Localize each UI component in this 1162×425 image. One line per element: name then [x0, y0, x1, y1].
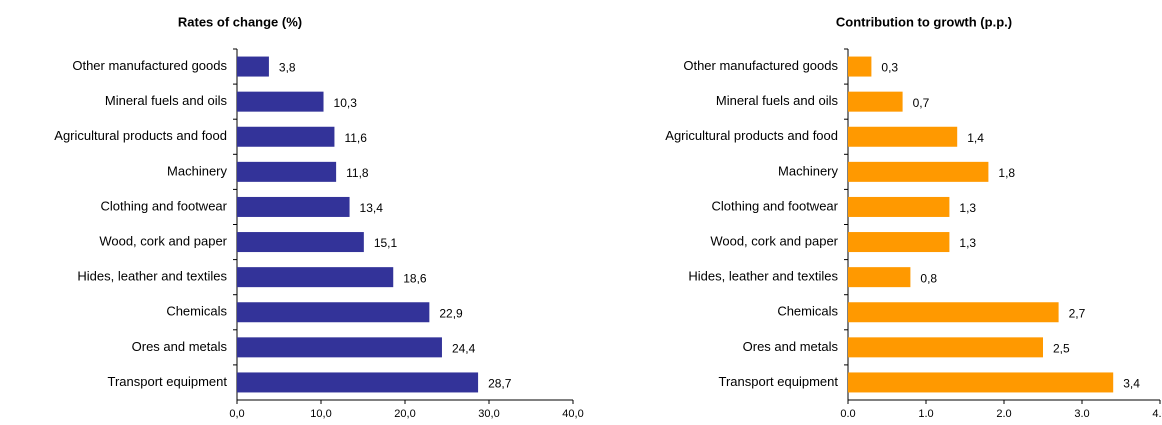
y-tick-label: Machinery	[778, 163, 838, 178]
bar	[848, 372, 1114, 393]
y-tick-label: Transport equipment	[719, 374, 839, 389]
bar	[848, 232, 950, 253]
x-tick-label: 10,0	[310, 408, 331, 420]
y-tick-label: Chemicals	[166, 304, 227, 319]
x-tick-label: 1.0	[918, 408, 933, 420]
y-tick-label: Ores and metals	[132, 339, 228, 354]
y-tick-label: Hides, leather and textiles	[77, 269, 227, 284]
value-label: 1,4	[967, 131, 984, 145]
x-tick-label: 0,0	[229, 408, 244, 420]
y-tick-label: Machinery	[167, 163, 227, 178]
x-tick-label: 3.0	[1074, 408, 1089, 420]
value-label: 0,8	[920, 271, 937, 285]
y-tick-label: Clothing and footwear	[101, 198, 228, 213]
y-tick-label: Other manufactured goods	[683, 58, 838, 73]
bar	[237, 91, 324, 112]
bar	[848, 161, 989, 182]
y-tick-label: Transport equipment	[108, 374, 228, 389]
value-label: 1,8	[998, 166, 1015, 180]
value-label: 18,6	[403, 271, 427, 285]
bar	[848, 126, 958, 147]
bar	[237, 337, 442, 358]
x-tick-label: 20,0	[394, 408, 415, 420]
y-tick-label: Other manufactured goods	[72, 58, 227, 73]
value-label: 3,8	[279, 61, 296, 75]
value-label: 15,1	[374, 236, 398, 250]
value-label: 10,3	[334, 96, 358, 110]
value-label: 22,9	[439, 306, 463, 320]
value-label: 11,8	[346, 166, 369, 180]
value-label: 1,3	[959, 201, 976, 215]
bar	[237, 372, 479, 393]
value-label: 2,5	[1053, 342, 1070, 356]
y-tick-label: Mineral fuels and oils	[105, 93, 228, 108]
x-tick-label: 0.0	[840, 408, 855, 420]
bar	[237, 161, 337, 182]
bar	[237, 267, 394, 288]
x-tick-label: 30,0	[478, 408, 499, 420]
bar	[848, 196, 950, 217]
bar	[848, 56, 872, 77]
bar	[237, 232, 364, 253]
chart-title: Rates of change (%)	[178, 14, 302, 29]
y-tick-label: Clothing and footwear	[712, 198, 839, 213]
value-label: 2,7	[1069, 306, 1086, 320]
bar	[237, 196, 350, 217]
y-tick-label: Agricultural products and food	[54, 128, 227, 143]
y-tick-label: Wood, cork and paper	[710, 233, 838, 248]
value-label: 0,3	[881, 61, 898, 75]
y-tick-label: Hides, leather and textiles	[688, 269, 838, 284]
y-tick-label: Mineral fuels and oils	[716, 93, 839, 108]
bar	[848, 267, 911, 288]
bar	[848, 91, 903, 112]
chart-title: Contribution to growth (p.p.)	[836, 14, 1012, 29]
x-tick-label: 40,0	[562, 408, 583, 420]
y-tick-label: Ores and metals	[743, 339, 839, 354]
bar	[848, 302, 1059, 323]
value-label: 3,4	[1123, 377, 1140, 391]
x-tick-label: 4.0	[1152, 408, 1162, 420]
bar	[848, 337, 1043, 358]
x-tick-label: 2.0	[996, 408, 1011, 420]
value-label: 11,6	[344, 131, 367, 145]
y-tick-label: Agricultural products and food	[665, 128, 838, 143]
value-label: 13,4	[360, 201, 384, 215]
bar	[237, 56, 269, 77]
value-label: 1,3	[959, 236, 976, 250]
value-label: 0,7	[913, 96, 930, 110]
bar	[237, 126, 335, 147]
y-tick-label: Chemicals	[777, 304, 838, 319]
value-label: 28,7	[488, 377, 512, 391]
value-label: 24,4	[452, 342, 476, 356]
y-tick-label: Wood, cork and paper	[99, 233, 227, 248]
bar	[237, 302, 430, 323]
